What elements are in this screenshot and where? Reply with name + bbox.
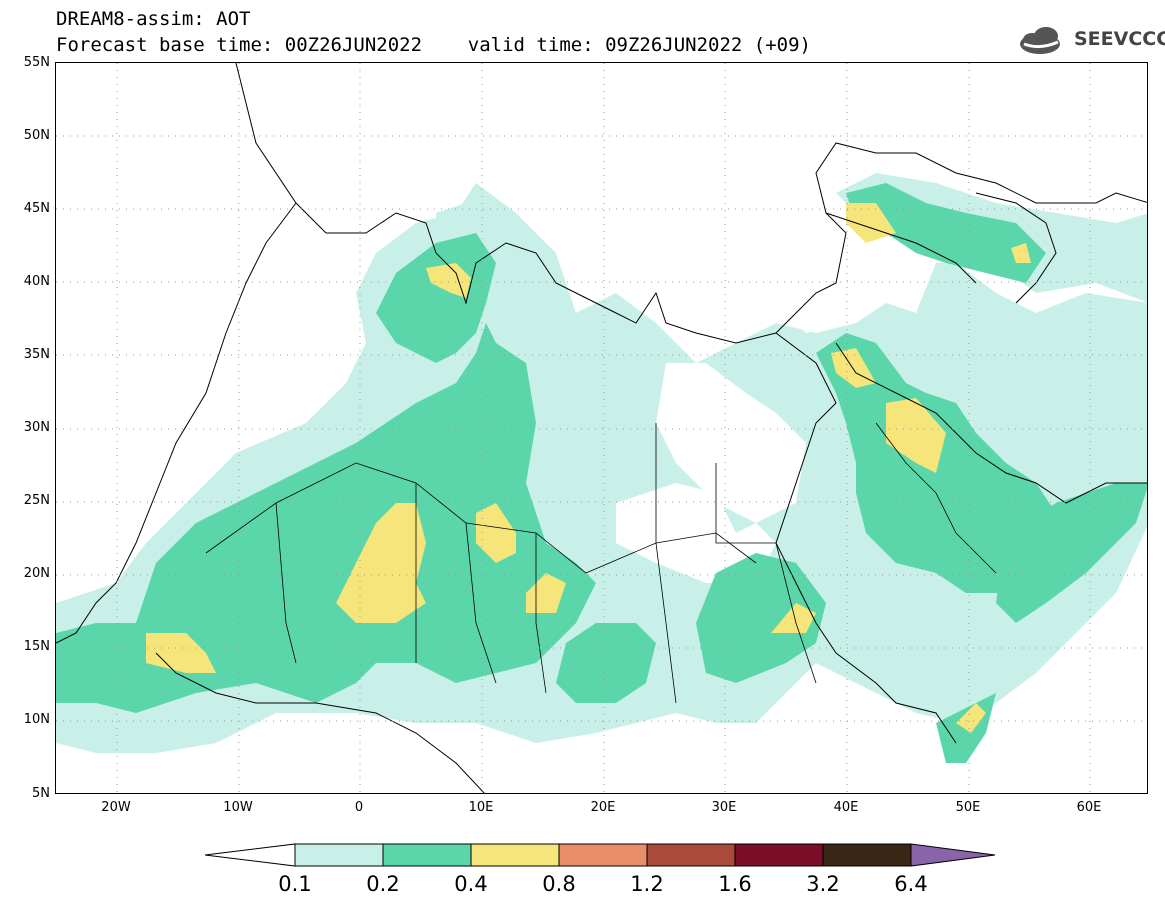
aot-field-high-senegal bbox=[146, 633, 216, 673]
colorbar-label: 1.2 bbox=[630, 872, 664, 896]
logo-text: SEEVCCC bbox=[1074, 28, 1165, 50]
colorbar-swatch bbox=[294, 843, 384, 867]
colorbar-swatch bbox=[382, 843, 472, 867]
aot-field-medium-arabia bbox=[816, 333, 1066, 593]
lon-label: 50E bbox=[955, 800, 981, 815]
map-title: DREAM8-assim: AOT bbox=[56, 8, 251, 30]
lon-label: 10W bbox=[223, 800, 253, 815]
lat-label: 5N bbox=[32, 786, 50, 801]
lat-label: 55N bbox=[23, 55, 50, 70]
colorbar-label: 0.4 bbox=[454, 872, 488, 896]
forecast-time-subtitle: Forecast base time: 00Z26JUN2022 valid t… bbox=[56, 34, 811, 56]
colorbar-label: 0.8 bbox=[542, 872, 576, 896]
aot-colorbar bbox=[205, 843, 996, 867]
colorbar-swatch bbox=[470, 843, 560, 867]
lon-label: 10E bbox=[468, 800, 494, 815]
aot-field-high-sudan bbox=[771, 603, 816, 633]
aot-field-medium-west bbox=[56, 323, 596, 713]
lat-label: 45N bbox=[23, 201, 50, 216]
borders bbox=[205, 422, 997, 704]
lat-label: 15N bbox=[23, 639, 50, 654]
aot-field-high-somalia bbox=[956, 703, 986, 733]
colorbar-swatch bbox=[646, 843, 736, 867]
lat-label: 50N bbox=[23, 128, 50, 143]
aot-field-high-iraq bbox=[831, 348, 876, 388]
aot-field-medium-sudan bbox=[696, 553, 826, 683]
aot-field-medium-caspian bbox=[846, 183, 1046, 283]
aot-map bbox=[55, 62, 1148, 794]
lat-label: 35N bbox=[23, 347, 50, 362]
aot-field-high-mali bbox=[476, 503, 516, 563]
lat-label: 10N bbox=[23, 712, 50, 727]
cloud-logo-icon bbox=[1020, 27, 1060, 54]
aot-field-high-kuwait bbox=[886, 398, 946, 473]
lon-label: 0 bbox=[354, 800, 364, 815]
aot-field-high-sardinia bbox=[426, 263, 471, 298]
lat-label: 40N bbox=[23, 274, 50, 289]
coastlines bbox=[56, 63, 1147, 793]
aot-field-high-turkmen bbox=[1011, 243, 1031, 263]
colorbar-under-arrow bbox=[205, 843, 296, 867]
aot-field-medium-north bbox=[376, 233, 496, 363]
aot-field-medium-oman bbox=[996, 483, 1147, 623]
colorbar-label: 1.6 bbox=[718, 872, 752, 896]
aot-field-medium-chad bbox=[556, 623, 656, 703]
colorbar-swatch bbox=[822, 843, 912, 867]
lat-label: 20N bbox=[23, 566, 50, 581]
colorbar-label: 0.2 bbox=[366, 872, 400, 896]
lat-label: 25N bbox=[23, 493, 50, 508]
lon-label: 60E bbox=[1076, 800, 1102, 815]
aot-field-high-mauritania bbox=[336, 503, 426, 623]
lon-label: 20W bbox=[101, 800, 131, 815]
lat-label: 30N bbox=[23, 420, 50, 435]
lon-label: 20E bbox=[590, 800, 616, 815]
colorbar-label: 0.1 bbox=[278, 872, 312, 896]
colorbar-over-arrow bbox=[910, 843, 996, 867]
colorbar-swatch bbox=[558, 843, 648, 867]
colorbar-label: 3.2 bbox=[806, 872, 840, 896]
lon-label: 30E bbox=[711, 800, 737, 815]
lon-label: 40E bbox=[833, 800, 859, 815]
aot-field-high-caspian bbox=[846, 203, 896, 243]
colorbar-label: 6.4 bbox=[894, 872, 928, 896]
colorbar-swatch bbox=[734, 843, 824, 867]
gridlines bbox=[56, 63, 1147, 793]
